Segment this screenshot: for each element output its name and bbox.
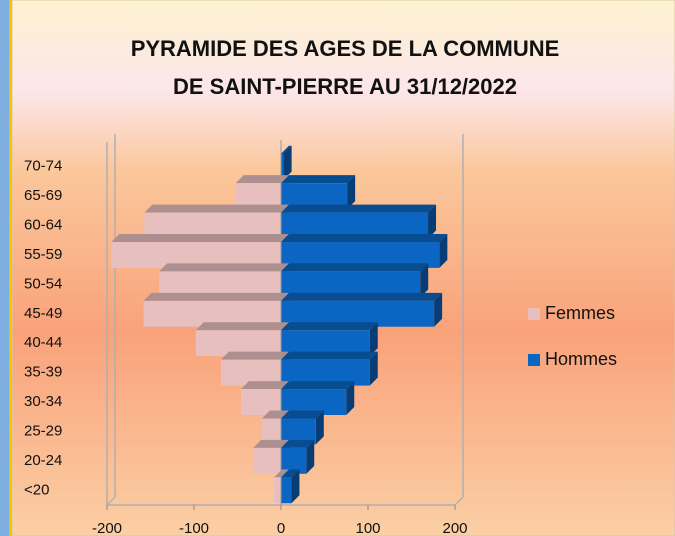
y-tick-label: 50-54: [24, 275, 62, 292]
bar-side: [434, 292, 443, 327]
bar-side: [369, 322, 378, 357]
bar-side: [439, 234, 448, 268]
x-tick-label: 0: [277, 520, 285, 536]
side-line: [9, 0, 12, 536]
bar: [281, 477, 292, 504]
y-tick-label: 65-69: [24, 187, 62, 204]
y-tick-label: 35-39: [24, 364, 62, 381]
bar-top: [274, 469, 289, 478]
bar-side: [428, 204, 437, 239]
bar-side: [346, 381, 355, 415]
bar-top: [281, 234, 448, 243]
y-tick-label: 45-49: [24, 305, 62, 322]
bar-top: [235, 175, 289, 184]
bar-top: [220, 351, 289, 360]
bar-top: [261, 410, 289, 419]
x-tick-label: 100: [355, 520, 380, 536]
bar-side: [291, 469, 300, 504]
chart-title: DE SAINT-PIERRE AU 31/12/2022: [173, 74, 517, 99]
bar-top: [281, 263, 429, 272]
x-tick-label: -200: [92, 520, 122, 536]
chart-title: PYRAMIDE DES AGES DE LA COMMUNE: [131, 36, 560, 61]
y-tick-label: 40-44: [24, 334, 62, 351]
bar: [261, 418, 281, 445]
legend-swatch: [528, 354, 540, 366]
bar-top: [281, 322, 378, 331]
y-tick-label: 20-24: [24, 452, 62, 469]
bar: [253, 447, 281, 474]
wall-line: [454, 496, 464, 506]
y-tick-label: 60-64: [24, 217, 62, 234]
bar-top: [143, 292, 289, 301]
bar-top: [281, 292, 443, 301]
legend-swatch: [528, 308, 540, 320]
y-tick-label: 30-34: [24, 393, 62, 410]
y-tick-label: 25-29: [24, 422, 62, 439]
bar: [281, 153, 284, 180]
bar-side: [306, 439, 315, 474]
y-tick-label: 55-59: [24, 246, 62, 263]
bar-top: [281, 175, 356, 184]
bar-top: [281, 204, 437, 213]
bar-side: [315, 410, 324, 445]
bar-top: [281, 469, 300, 478]
x-tick-label: 200: [442, 520, 467, 536]
bar-top: [195, 322, 289, 331]
bar-top: [281, 410, 324, 419]
bar: [274, 477, 281, 504]
bar-side: [369, 351, 378, 386]
legend-label: Femmes: [545, 303, 615, 323]
bar-top: [253, 439, 289, 448]
y-tick-label: <20: [24, 481, 49, 498]
bar-top: [144, 204, 289, 213]
y-tick-label: 70-74: [24, 158, 62, 175]
legend-label: Hommes: [545, 349, 617, 369]
bar-top: [281, 381, 355, 390]
bar-top: [111, 234, 289, 243]
bar-top: [281, 351, 378, 360]
bar-top: [159, 263, 289, 272]
bar-top: [281, 145, 292, 154]
wall-line: [106, 496, 116, 506]
x-tick-label: -100: [179, 520, 209, 536]
bar-top: [240, 381, 289, 390]
bar-side: [420, 263, 429, 298]
bar-side: [347, 175, 356, 210]
bar-top: [281, 439, 315, 448]
bar-side: [283, 145, 292, 180]
